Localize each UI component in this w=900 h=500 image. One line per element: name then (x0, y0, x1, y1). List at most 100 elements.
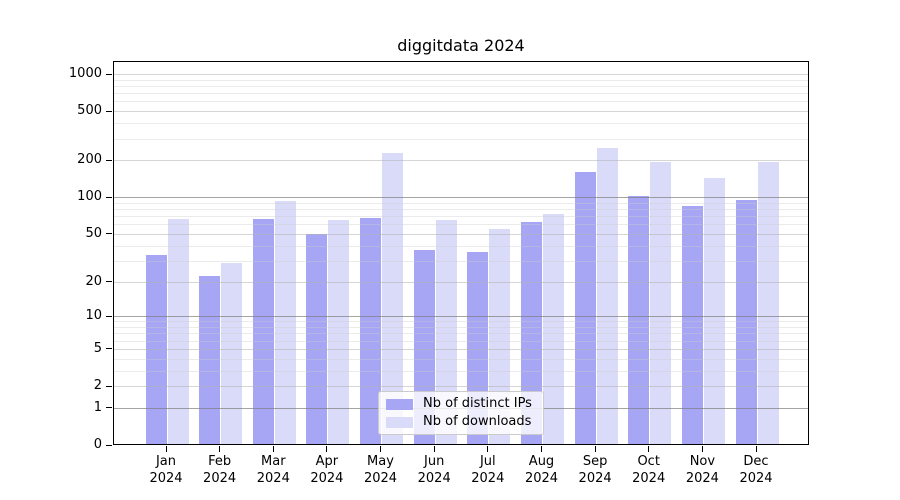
gridline-20 (114, 281, 808, 283)
legend-label-downloads: Nb of downloads (423, 414, 532, 429)
x-tick-label-jun: Jun 2024 (417, 454, 451, 486)
minor-gridline-80 (114, 209, 808, 210)
y-tick-mark-2 (106, 385, 112, 387)
gridline-500 (114, 111, 808, 113)
bar-dec-distinct-ips (735, 199, 757, 444)
bar-may-downloads (382, 152, 404, 444)
bar-nov-distinct-ips (681, 206, 703, 444)
bar-aug-distinct-ips (520, 222, 542, 444)
bar-sep-distinct-ips (574, 171, 596, 444)
legend-swatch-distinct-ips (386, 398, 413, 410)
bar-apr-distinct-ips (306, 233, 328, 444)
y-tick-mark-1000 (106, 73, 112, 75)
bar-jan-downloads (167, 219, 189, 444)
minor-gridline-7 (114, 333, 808, 335)
x-tick-mark-aug (541, 446, 542, 452)
legend-item-downloads: Nb of downloads (386, 415, 536, 429)
x-tick-label-mar: Mar 2024 (256, 454, 290, 486)
x-tick-mark-sep (594, 446, 596, 452)
x-tick-mark-oct (648, 446, 650, 452)
bar-aug-downloads (542, 214, 564, 444)
x-tick-label-apr: Apr 2024 (310, 454, 344, 486)
bar-feb-downloads (221, 263, 243, 444)
bar-sep-downloads (596, 147, 618, 444)
gridline-200 (114, 160, 808, 162)
bar-oct-downloads (650, 162, 672, 444)
y-tick-label-50: 50 (85, 225, 102, 241)
bar-jun-downloads (435, 219, 457, 444)
x-tick-mark-feb (219, 446, 221, 452)
minor-gridline-90 (114, 202, 808, 204)
x-tick-mark-jul (487, 446, 489, 452)
minor-gridline-4 (114, 358, 808, 360)
y-tick-label-10: 10 (85, 308, 102, 324)
y-tick-mark-5 (106, 348, 112, 350)
y-tick-label-500: 500 (77, 103, 102, 119)
bar-mar-distinct-ips (252, 219, 274, 444)
bar-dec-downloads (757, 162, 779, 444)
bar-apr-downloads (328, 219, 350, 444)
x-tick-label-may: May 2024 (363, 454, 398, 486)
y-tick-mark-10 (106, 315, 112, 317)
bar-feb-distinct-ips (199, 275, 221, 444)
bar-jul-downloads (489, 228, 511, 444)
y-tick-label-200: 200 (77, 152, 102, 168)
minor-gridline-700 (114, 93, 808, 95)
y-tick-label-100: 100 (77, 189, 102, 205)
legend: Nb of distinct IPs Nb of downloads (378, 391, 544, 435)
y-tick-mark-500 (106, 110, 112, 112)
gridline-10 (114, 316, 808, 318)
y-tick-mark-20 (106, 281, 112, 282)
x-tick-label-dec: Dec 2024 (739, 454, 773, 486)
y-tick-label-5: 5 (93, 340, 102, 356)
x-tick-mark-mar (272, 446, 274, 452)
y-tick-label-2: 2 (93, 378, 102, 393)
x-tick-mark-apr (326, 446, 328, 452)
x-tick-label-aug: Aug 2024 (524, 454, 559, 486)
y-tick-mark-0 (106, 444, 112, 446)
x-tick-mark-nov (701, 446, 703, 452)
minor-gridline-3 (114, 370, 808, 372)
bar-mar-downloads (274, 200, 296, 444)
x-tick-label-oct: Oct 2024 (632, 454, 666, 486)
y-tick-label-0: 0 (93, 437, 102, 452)
chart-title: diggitdata 2024 (397, 36, 525, 55)
minor-gridline-40 (114, 245, 808, 247)
gridline-1000 (114, 74, 808, 75)
plot-area (113, 61, 809, 445)
x-tick-label-sep: Sep 2024 (578, 454, 612, 486)
x-tick-mark-jun (433, 446, 435, 452)
minor-gridline-70 (114, 216, 808, 218)
legend-swatch-downloads (386, 416, 413, 428)
x-tick-label-jan: Jan 2024 (149, 454, 183, 486)
bar-nov-downloads (703, 178, 725, 444)
x-tick-mark-dec (755, 446, 757, 452)
minor-gridline-6 (114, 340, 808, 342)
gridline-2 (114, 386, 808, 387)
x-tick-label-feb: Feb 2024 (203, 454, 237, 486)
y-tick-mark-200 (106, 159, 112, 161)
y-tick-mark-100 (106, 196, 112, 198)
minor-gridline-900 (114, 79, 808, 81)
legend-item-distinct-ips: Nb of distinct IPs (386, 397, 536, 411)
y-tick-label-20: 20 (85, 273, 102, 289)
y-tick-label-1: 1 (93, 399, 102, 415)
minor-gridline-60 (114, 224, 808, 226)
minor-gridline-800 (114, 86, 808, 87)
y-tick-label-1000: 1000 (68, 66, 102, 81)
gridline-5 (114, 348, 808, 350)
y-tick-mark-50 (106, 233, 112, 235)
minor-gridline-30 (114, 260, 808, 262)
x-tick-mark-may (380, 446, 381, 452)
gridline-50 (114, 233, 808, 235)
x-tick-label-nov: Nov 2024 (685, 454, 719, 486)
x-tick-mark-jan (165, 446, 167, 452)
gridline-100 (114, 197, 808, 199)
minor-gridline-600 (114, 101, 808, 103)
y-tick-mark-1 (106, 407, 112, 409)
bar-oct-distinct-ips (628, 196, 650, 444)
x-tick-label-jul: Jul 2024 (471, 454, 505, 486)
legend-label-distinct-ips: Nb of distinct IPs (423, 396, 532, 411)
minor-gridline-9 (114, 321, 808, 323)
